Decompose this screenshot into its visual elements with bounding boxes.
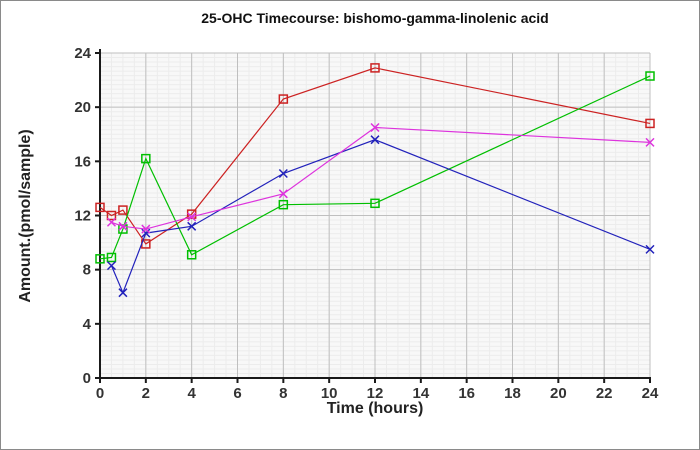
marker-square-green-open-squares bbox=[106, 252, 117, 263]
marker-square-red-open-squares bbox=[278, 94, 289, 104]
marker-square-red-open-squares bbox=[95, 202, 105, 213]
marker-x-magenta-x-marks bbox=[187, 212, 197, 222]
marker-square-red-open-squares bbox=[118, 205, 128, 215]
marker-square-red-open-squares bbox=[645, 118, 655, 129]
x-tick-label: 12 bbox=[367, 385, 384, 402]
x-axis-title: Time (hours) bbox=[326, 400, 424, 417]
marker-square-green-open-squares bbox=[370, 198, 380, 209]
x-tick-label: 0 bbox=[96, 385, 104, 402]
chart-title: 25-OHC Timecourse: bishomo-gamma-linolen… bbox=[201, 10, 549, 26]
x-tick-label: 24 bbox=[642, 385, 659, 402]
y-tick-label: 24 bbox=[74, 45, 91, 62]
marker-square-green-open-squares bbox=[278, 199, 289, 210]
y-tick-label: 12 bbox=[74, 208, 91, 225]
marker-square-green-open-squares bbox=[95, 254, 105, 264]
marker-x-blue-x-marks bbox=[187, 221, 197, 231]
marker-square-green-open-squares bbox=[186, 250, 197, 260]
x-tick-label: 16 bbox=[458, 385, 475, 402]
y-tick-label: 8 bbox=[83, 262, 91, 279]
marker-x-magenta-x-marks bbox=[141, 224, 151, 234]
x-tick-label: 8 bbox=[279, 385, 287, 402]
marker-x-magenta-x-marks bbox=[106, 217, 116, 227]
marker-x-blue-x-marks bbox=[106, 261, 116, 271]
x-tick-label: 4 bbox=[187, 385, 196, 402]
series-line-red-open-squares bbox=[99, 67, 651, 245]
marker-square-green-open-squares bbox=[118, 224, 128, 234]
marker-x-magenta-x-marks bbox=[278, 189, 288, 199]
x-tick-label: 22 bbox=[596, 385, 613, 402]
y-tick-label: 4 bbox=[83, 316, 92, 333]
x-tick-label: 6 bbox=[233, 385, 241, 402]
marker-x-blue-x-marks bbox=[118, 288, 128, 298]
marker-x-blue-x-marks bbox=[645, 244, 655, 254]
x-tick-label: 2 bbox=[142, 385, 150, 402]
marker-x-magenta-x-marks bbox=[645, 137, 655, 147]
marker-x-blue-x-marks bbox=[370, 135, 380, 145]
x-tick-label: 10 bbox=[321, 385, 338, 402]
marker-square-green-open-squares bbox=[645, 71, 655, 81]
marker-x-magenta-x-marks bbox=[370, 122, 380, 133]
marker-square-green-open-squares bbox=[141, 153, 151, 164]
y-tick-label: 0 bbox=[83, 370, 91, 387]
marker-square-red-open-squares bbox=[370, 63, 380, 73]
x-tick-label: 14 bbox=[412, 385, 429, 402]
marker-square-red-open-squares bbox=[106, 210, 117, 221]
marker-x-blue-x-marks bbox=[141, 228, 151, 238]
y-tick-label: 16 bbox=[74, 153, 91, 170]
y-tick-label: 20 bbox=[74, 99, 91, 116]
x-tick-label: 20 bbox=[550, 385, 567, 402]
y-axis-title: Amount.(pmol/sample) bbox=[17, 129, 34, 303]
marker-x-magenta-x-marks bbox=[118, 221, 128, 231]
x-tick-label: 18 bbox=[504, 385, 521, 402]
marker-square-red-open-squares bbox=[186, 209, 197, 219]
marker-x-blue-x-marks bbox=[278, 168, 288, 179]
